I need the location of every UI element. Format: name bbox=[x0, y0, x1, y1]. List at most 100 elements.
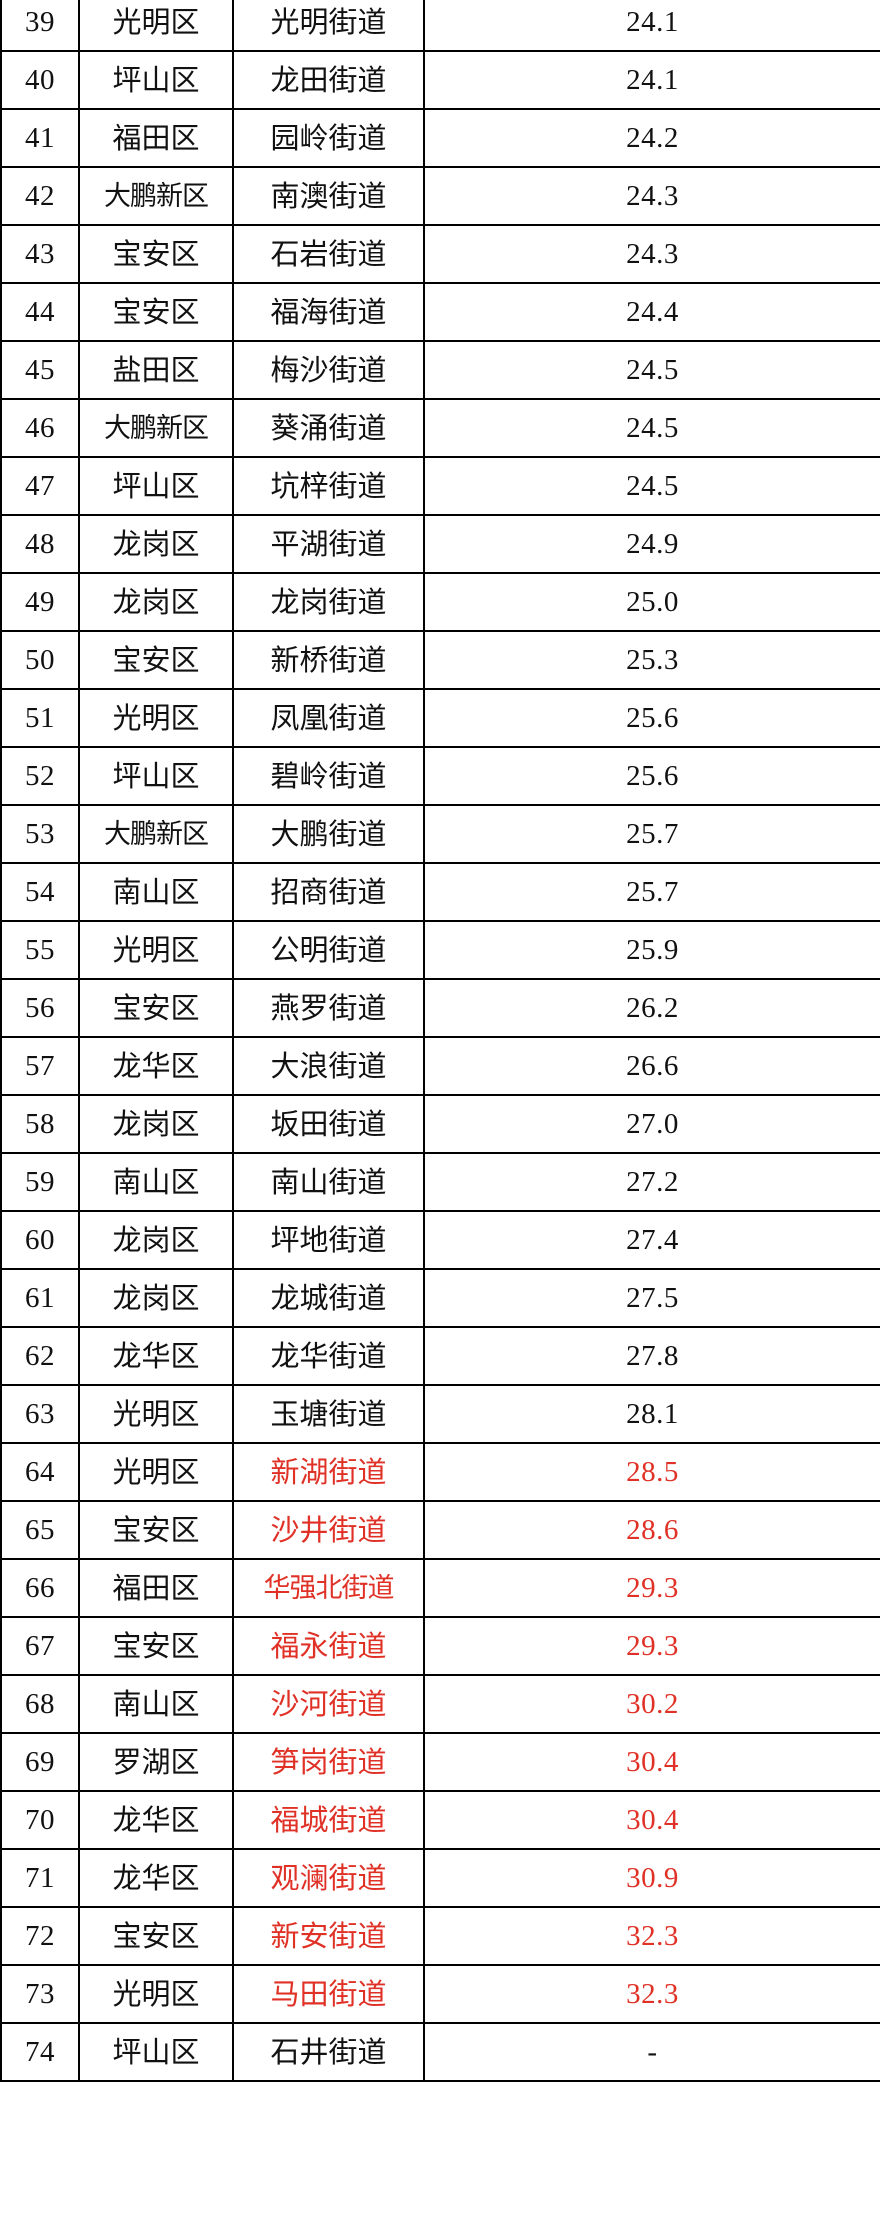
district-cell[interactable]: 龙岗区 bbox=[78, 1268, 234, 1328]
district-cell[interactable]: 宝安区 bbox=[78, 224, 234, 284]
street-cell[interactable]: 龙岗街道 bbox=[232, 572, 425, 632]
row-index-cell[interactable]: 44 bbox=[0, 282, 80, 342]
table-row[interactable]: 66 福田区 华强北街道 29.3 bbox=[0, 1558, 880, 1618]
table-row[interactable]: 73 光明区 马田街道 32.3 bbox=[0, 1964, 880, 2024]
district-cell[interactable]: 光明区 bbox=[78, 1384, 234, 1444]
row-index-cell[interactable]: 67 bbox=[0, 1616, 80, 1676]
district-cell[interactable]: 光明区 bbox=[78, 1442, 234, 1502]
value-cell[interactable]: 24.5 bbox=[423, 340, 880, 400]
row-index-cell[interactable]: 46 bbox=[0, 398, 80, 458]
value-cell[interactable]: 25.6 bbox=[423, 688, 880, 748]
street-cell[interactable]: 平湖街道 bbox=[232, 514, 425, 574]
value-cell[interactable]: 24.4 bbox=[423, 282, 880, 342]
street-cell[interactable]: 坑梓街道 bbox=[232, 456, 425, 516]
district-cell[interactable]: 罗湖区 bbox=[78, 1732, 234, 1792]
row-index-cell[interactable]: 65 bbox=[0, 1500, 80, 1560]
row-index-cell[interactable]: 39 bbox=[0, 0, 80, 52]
street-cell[interactable]: 石井街道 bbox=[232, 2022, 425, 2082]
street-cell[interactable]: 光明街道 bbox=[232, 0, 425, 52]
street-cell[interactable]: 龙城街道 bbox=[232, 1268, 425, 1328]
value-cell[interactable]: 30.4 bbox=[423, 1790, 880, 1850]
district-cell[interactable]: 坪山区 bbox=[78, 746, 234, 806]
value-cell[interactable]: 27.4 bbox=[423, 1210, 880, 1270]
table-row[interactable]: 62 龙华区 龙华街道 27.8 bbox=[0, 1326, 880, 1386]
table-row[interactable]: 69 罗湖区 笋岗街道 30.4 bbox=[0, 1732, 880, 1792]
row-index-cell[interactable]: 40 bbox=[0, 50, 80, 110]
district-cell[interactable]: 龙华区 bbox=[78, 1790, 234, 1850]
row-index-cell[interactable]: 57 bbox=[0, 1036, 80, 1096]
table-row[interactable]: 53 大鹏新区 大鹏街道 25.7 bbox=[0, 804, 880, 864]
value-cell[interactable]: 24.3 bbox=[423, 224, 880, 284]
table-row[interactable]: 57 龙华区 大浪街道 26.6 bbox=[0, 1036, 880, 1096]
row-index-cell[interactable]: 71 bbox=[0, 1848, 80, 1908]
value-cell[interactable]: 27.8 bbox=[423, 1326, 880, 1386]
street-cell[interactable]: 碧岭街道 bbox=[232, 746, 425, 806]
row-index-cell[interactable]: 41 bbox=[0, 108, 80, 168]
district-cell[interactable]: 坪山区 bbox=[78, 456, 234, 516]
table-row[interactable]: 70 龙华区 福城街道 30.4 bbox=[0, 1790, 880, 1850]
street-cell[interactable]: 玉塘街道 bbox=[232, 1384, 425, 1444]
row-index-cell[interactable]: 49 bbox=[0, 572, 80, 632]
value-cell[interactable]: 29.3 bbox=[423, 1558, 880, 1618]
street-cell[interactable]: 福海街道 bbox=[232, 282, 425, 342]
district-cell[interactable]: 光明区 bbox=[78, 0, 234, 52]
district-cell[interactable]: 福田区 bbox=[78, 108, 234, 168]
table-row[interactable]: 58 龙岗区 坂田街道 27.0 bbox=[0, 1094, 880, 1154]
value-cell[interactable]: - bbox=[423, 2022, 880, 2082]
district-cell[interactable]: 龙华区 bbox=[78, 1848, 234, 1908]
table-row[interactable]: 59 南山区 南山街道 27.2 bbox=[0, 1152, 880, 1212]
street-cell[interactable]: 公明街道 bbox=[232, 920, 425, 980]
value-cell[interactable]: 25.6 bbox=[423, 746, 880, 806]
street-cell[interactable]: 坪地街道 bbox=[232, 1210, 425, 1270]
row-index-cell[interactable]: 62 bbox=[0, 1326, 80, 1386]
district-cell[interactable]: 南山区 bbox=[78, 862, 234, 922]
district-cell[interactable]: 南山区 bbox=[78, 1674, 234, 1734]
street-cell[interactable]: 龙华街道 bbox=[232, 1326, 425, 1386]
row-index-cell[interactable]: 55 bbox=[0, 920, 80, 980]
district-cell[interactable]: 龙岗区 bbox=[78, 1210, 234, 1270]
district-cell[interactable]: 光明区 bbox=[78, 1964, 234, 2024]
value-cell[interactable]: 27.2 bbox=[423, 1152, 880, 1212]
district-cell[interactable]: 大鹏新区 bbox=[78, 398, 234, 458]
table-row[interactable]: 46 大鹏新区 葵涌街道 24.5 bbox=[0, 398, 880, 458]
table-row[interactable]: 45 盐田区 梅沙街道 24.5 bbox=[0, 340, 880, 400]
table-row[interactable]: 48 龙岗区 平湖街道 24.9 bbox=[0, 514, 880, 574]
value-cell[interactable]: 25.9 bbox=[423, 920, 880, 980]
street-cell[interactable]: 沙河街道 bbox=[232, 1674, 425, 1734]
row-index-cell[interactable]: 68 bbox=[0, 1674, 80, 1734]
value-cell[interactable]: 30.2 bbox=[423, 1674, 880, 1734]
table-row[interactable]: 43 宝安区 石岩街道 24.3 bbox=[0, 224, 880, 284]
street-cell[interactable]: 大鹏街道 bbox=[232, 804, 425, 864]
row-index-cell[interactable]: 51 bbox=[0, 688, 80, 748]
row-index-cell[interactable]: 70 bbox=[0, 1790, 80, 1850]
district-cell[interactable]: 宝安区 bbox=[78, 282, 234, 342]
value-cell[interactable]: 32.3 bbox=[423, 1964, 880, 2024]
street-cell[interactable]: 石岩街道 bbox=[232, 224, 425, 284]
table-row[interactable]: 51 光明区 凤凰街道 25.6 bbox=[0, 688, 880, 748]
row-index-cell[interactable]: 74 bbox=[0, 2022, 80, 2082]
table-row[interactable]: 54 南山区 招商街道 25.7 bbox=[0, 862, 880, 922]
street-cell[interactable]: 沙井街道 bbox=[232, 1500, 425, 1560]
value-cell[interactable]: 24.5 bbox=[423, 398, 880, 458]
row-index-cell[interactable]: 50 bbox=[0, 630, 80, 690]
street-cell[interactable]: 龙田街道 bbox=[232, 50, 425, 110]
street-cell[interactable]: 坂田街道 bbox=[232, 1094, 425, 1154]
table-row[interactable]: 49 龙岗区 龙岗街道 25.0 bbox=[0, 572, 880, 632]
street-cell[interactable]: 梅沙街道 bbox=[232, 340, 425, 400]
table-row[interactable]: 42 大鹏新区 南澳街道 24.3 bbox=[0, 166, 880, 226]
district-cell[interactable]: 光明区 bbox=[78, 688, 234, 748]
value-cell[interactable]: 27.0 bbox=[423, 1094, 880, 1154]
street-cell[interactable]: 葵涌街道 bbox=[232, 398, 425, 458]
table-row[interactable]: 72 宝安区 新安街道 32.3 bbox=[0, 1906, 880, 1966]
street-cell[interactable]: 大浪街道 bbox=[232, 1036, 425, 1096]
value-cell[interactable]: 24.1 bbox=[423, 0, 880, 52]
row-index-cell[interactable]: 56 bbox=[0, 978, 80, 1038]
district-cell[interactable]: 光明区 bbox=[78, 920, 234, 980]
table-row[interactable]: 52 坪山区 碧岭街道 25.6 bbox=[0, 746, 880, 806]
row-index-cell[interactable]: 47 bbox=[0, 456, 80, 516]
value-cell[interactable]: 24.2 bbox=[423, 108, 880, 168]
row-index-cell[interactable]: 42 bbox=[0, 166, 80, 226]
district-cell[interactable]: 龙岗区 bbox=[78, 514, 234, 574]
street-cell[interactable]: 观澜街道 bbox=[232, 1848, 425, 1908]
value-cell[interactable]: 30.4 bbox=[423, 1732, 880, 1792]
